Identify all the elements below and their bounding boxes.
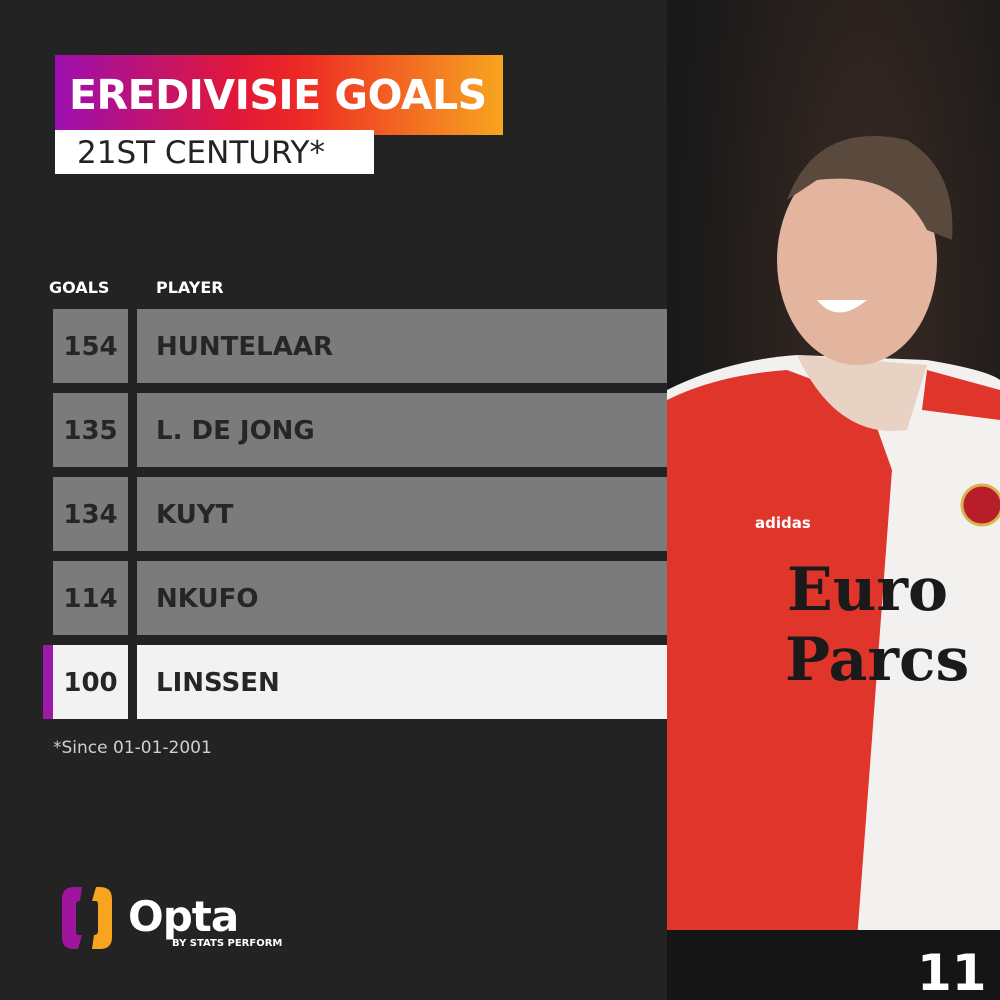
player-photo: Euro Parcs adidas 11 bbox=[667, 0, 1000, 1000]
player-name: NKUFO bbox=[137, 561, 667, 635]
goals-value: 134 bbox=[53, 477, 128, 551]
sponsor-text: Parcs bbox=[785, 625, 969, 695]
brand-tagline: BY STATS PERFORM bbox=[172, 938, 283, 949]
kit-brand: adidas bbox=[755, 514, 811, 532]
player-name: L. DE JONG bbox=[137, 393, 667, 467]
goals-value: 154 bbox=[53, 309, 128, 383]
goals-value: 114 bbox=[53, 561, 128, 635]
shirt-number: 11 bbox=[917, 944, 987, 1000]
highlight-bar bbox=[43, 645, 53, 719]
table-row-highlighted: 100 LINSSEN bbox=[43, 645, 667, 719]
table-row: 135 L. DE JONG bbox=[53, 393, 667, 467]
goals-value: 100 bbox=[53, 645, 128, 719]
player-name: KUYT bbox=[137, 477, 667, 551]
goals-value: 135 bbox=[53, 393, 128, 467]
sponsor-text: Euro bbox=[787, 555, 948, 625]
table-row: 134 KUYT bbox=[53, 477, 667, 551]
infographic-panel: EREDIVISIE GOALS 21ST CENTURY* GOALS PLA… bbox=[43, 55, 667, 949]
goals-header: GOALS bbox=[49, 278, 110, 297]
opta-logo-icon bbox=[62, 887, 112, 949]
table-row: 154 HUNTELAAR bbox=[53, 309, 667, 383]
footnote: *Since 01-01-2001 bbox=[53, 738, 212, 758]
player-header: PLAYER bbox=[156, 278, 224, 297]
table-row: 114 NKUFO bbox=[53, 561, 667, 635]
player-name: LINSSEN bbox=[137, 645, 667, 719]
subtitle: 21ST CENTURY* bbox=[55, 130, 374, 174]
brand-name: Opta bbox=[128, 892, 239, 941]
player-name: HUNTELAAR bbox=[137, 309, 667, 383]
title: EREDIVISIE GOALS bbox=[55, 55, 503, 135]
club-crest-icon bbox=[960, 483, 1000, 527]
player-illustration: Euro Parcs adidas 11 bbox=[667, 136, 1000, 1000]
